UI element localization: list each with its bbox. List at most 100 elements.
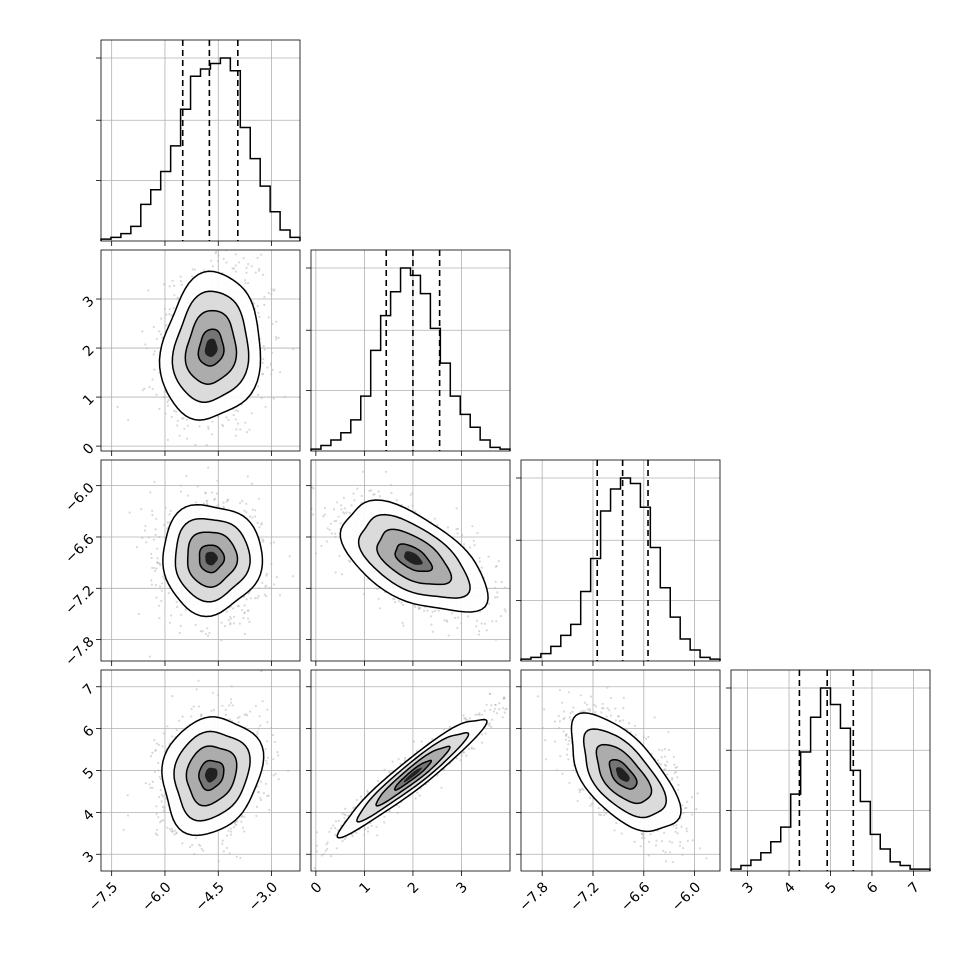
scatter-point — [401, 603, 405, 607]
scatter-point — [169, 509, 172, 512]
scatter-point — [234, 264, 237, 267]
scatter-point — [160, 800, 163, 803]
scatter-point — [265, 574, 268, 577]
hist-panel-0 — [96, 39, 301, 246]
hist-panel-3 — [726, 669, 931, 876]
scatter-point — [475, 619, 479, 622]
scatter-point — [243, 632, 246, 636]
scatter-point — [176, 419, 179, 422]
scatter-point — [497, 559, 500, 563]
scatter-point — [232, 622, 235, 625]
scatter-point — [275, 320, 278, 323]
scatter-point — [176, 605, 179, 609]
scatter-point — [430, 623, 433, 626]
scatter-point — [160, 793, 163, 796]
scatter-point — [191, 268, 194, 271]
scatter-point — [180, 613, 183, 616]
scatter-point — [446, 620, 449, 623]
scatter-point — [221, 704, 224, 707]
scatter-point — [446, 526, 449, 529]
scatter-point — [272, 774, 275, 777]
scatter-point — [340, 573, 343, 576]
contour-line — [357, 513, 471, 599]
scatter-point — [244, 279, 247, 282]
scatter-point — [258, 715, 261, 718]
scatter-point — [225, 500, 228, 503]
scatter-point — [207, 634, 210, 638]
scatter-point — [230, 701, 233, 704]
scatter-point — [159, 789, 162, 792]
histogram-line — [520, 477, 721, 661]
scatter-point — [504, 610, 507, 613]
scatter-point — [190, 715, 193, 718]
scatter-point — [496, 591, 499, 594]
scatter-point — [145, 347, 148, 350]
scatter-point — [221, 245, 223, 247]
scatter-point — [211, 265, 215, 268]
scatter-point — [144, 524, 147, 528]
scatter-point — [422, 609, 426, 612]
scatter-point — [159, 777, 162, 780]
scatter-point — [232, 607, 235, 610]
scatter-point — [258, 267, 261, 271]
scatter-point — [194, 501, 197, 504]
scatter-point — [275, 338, 278, 341]
scatter-point — [155, 596, 158, 599]
scatter-point — [140, 508, 143, 511]
scatter-point — [513, 570, 515, 572]
scatter-point — [393, 598, 396, 601]
scatter-point — [234, 418, 237, 421]
scatter-point — [153, 480, 156, 483]
axes-frame — [100, 249, 301, 452]
scatter-point — [162, 396, 165, 399]
scatter-point — [156, 833, 159, 837]
scatter-point — [173, 829, 176, 832]
scatter-point — [450, 612, 453, 615]
scatter-point — [467, 615, 470, 618]
scatter-point — [220, 639, 223, 642]
scatter-point — [179, 490, 183, 493]
scatter-point — [326, 527, 329, 530]
scatter-point — [156, 557, 159, 560]
scatter-point — [390, 492, 393, 495]
scatter-point — [165, 324, 168, 327]
scatter-point — [499, 615, 502, 618]
scatter-point — [243, 815, 246, 818]
scatter-point — [402, 624, 405, 627]
scatter-point — [166, 400, 169, 404]
scatter-point — [221, 839, 224, 842]
scatter-point — [330, 532, 333, 535]
scatter-point — [154, 528, 157, 531]
scatter-point — [151, 566, 154, 570]
scatter-point — [503, 586, 506, 589]
scatter-point — [266, 366, 269, 369]
scatter-point — [170, 415, 173, 419]
scatter-point — [245, 266, 248, 269]
scatter-point — [173, 833, 176, 836]
scatter-point — [229, 698, 233, 701]
scatter-point — [215, 492, 219, 495]
scatter-point — [157, 769, 160, 772]
scatter-point — [274, 336, 278, 339]
scatter-point — [137, 613, 140, 616]
scatter-point — [337, 515, 340, 518]
scatter-point — [400, 503, 403, 506]
axes-frame — [100, 459, 301, 662]
scatter-point — [340, 508, 343, 511]
density-core — [404, 551, 423, 565]
scatter-point — [368, 489, 371, 492]
scatter-point — [151, 780, 154, 784]
scatter-point — [263, 295, 266, 299]
scatter-point — [320, 544, 323, 548]
scatter-point — [477, 633, 480, 636]
scatter-point — [161, 745, 164, 748]
scatter-point — [273, 740, 276, 744]
contour-line — [198, 544, 226, 574]
scatter-point — [159, 585, 162, 588]
scatter-point — [265, 572, 268, 576]
scatter-point — [227, 418, 230, 422]
panel-content — [307, 470, 515, 641]
scatter-point — [172, 307, 175, 310]
contour-line — [184, 309, 238, 385]
scatter-point — [307, 544, 309, 546]
